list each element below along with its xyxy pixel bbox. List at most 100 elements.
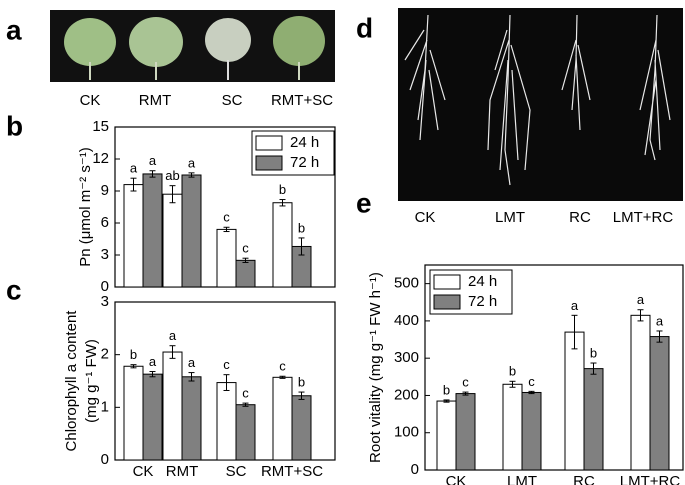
error-bar (188, 372, 195, 382)
photo-label: LMT (495, 209, 525, 226)
bar (162, 351, 183, 461)
y-tick-label: 500 (394, 275, 419, 292)
photo-label: SC (222, 92, 243, 109)
panel-label: c (6, 274, 22, 305)
y-tick-label: 1 (101, 398, 109, 415)
y-tick-label: 9 (101, 182, 109, 199)
error-bar (242, 402, 249, 407)
y-axis-label: Pn (μmol m⁻² s⁻¹) (77, 147, 94, 266)
significance-letter: a (130, 161, 138, 176)
bar (521, 391, 542, 471)
y-axis-label: (mg g⁻¹ FW) (83, 339, 100, 423)
panel-label: e (356, 187, 372, 218)
bar (630, 314, 651, 471)
error-bar (298, 391, 305, 400)
significance-letter: ab (165, 168, 179, 183)
leaf-photo (50, 10, 335, 82)
significance-letter: a (656, 313, 664, 328)
significance-letter: b (298, 220, 305, 235)
y-tick-label: 6 (101, 214, 109, 231)
y-tick-label: 200 (394, 386, 419, 403)
significance-letter: c (242, 241, 249, 256)
x-tick-label: LMT+RC (620, 473, 681, 485)
legend-swatch (255, 135, 283, 151)
error-bar (656, 330, 663, 343)
significance-letter: c (223, 210, 230, 225)
significance-letter: c (462, 375, 469, 390)
panel-label: a (6, 14, 22, 45)
legend-swatch (433, 274, 461, 290)
x-tick-label: CK (446, 473, 467, 485)
bar (235, 404, 256, 461)
bar (583, 368, 604, 471)
bar (436, 400, 457, 471)
significance-letter: c (223, 357, 230, 372)
y-tick-label: 3 (101, 293, 109, 310)
bar (123, 365, 144, 461)
y-axis-label: Root vitality (mg g⁻¹ FW h⁻¹) (367, 272, 384, 463)
significance-letter: a (637, 292, 645, 307)
significance-letter: b (509, 364, 516, 379)
significance-letter: a (188, 155, 196, 170)
significance-letter: a (149, 153, 157, 168)
bar (123, 184, 144, 288)
legend-swatch (433, 294, 461, 310)
bar (272, 376, 293, 461)
significance-letter: c (242, 386, 249, 401)
bar (649, 336, 670, 471)
plot-frame (424, 264, 684, 471)
photo-label: CK (415, 209, 436, 226)
y-tick-label: 100 (394, 424, 419, 441)
significance-letter: c (528, 374, 535, 389)
legend-label: 72 h (468, 293, 497, 310)
bar (564, 331, 585, 471)
error-bar (528, 390, 535, 395)
photo-label: CK (80, 92, 101, 109)
y-tick-label: 15 (92, 118, 109, 135)
error-bar (130, 364, 137, 369)
bar (502, 383, 523, 471)
legend-label: 72 h (290, 154, 319, 171)
bar (142, 173, 163, 288)
significance-letter: b (130, 347, 137, 362)
error-bar (169, 185, 176, 204)
photo-label: RMT (139, 92, 172, 109)
legend-label: 24 h (290, 134, 319, 151)
error-bar (223, 226, 230, 233)
x-tick-label: RC (573, 473, 595, 485)
legend-label: 24 h (468, 273, 497, 290)
bar (216, 228, 237, 288)
error-bar (242, 257, 249, 263)
x-tick-label: CK (133, 463, 154, 480)
error-bar (188, 172, 195, 178)
bar (162, 193, 183, 288)
error-bar (279, 199, 286, 207)
x-tick-label: SC (226, 463, 247, 480)
bar (235, 259, 256, 288)
photo-label: LMT+RC (613, 209, 674, 226)
error-bar (130, 177, 137, 192)
y-tick-label: 0 (101, 451, 109, 468)
significance-letter: a (571, 298, 579, 313)
significance-letter: b (590, 345, 597, 360)
photo-label: RMT+SC (271, 92, 333, 109)
x-tick-label: RMT (166, 463, 199, 480)
y-tick-label: 300 (394, 349, 419, 366)
error-bar (149, 170, 156, 178)
significance-letter: b (279, 182, 286, 197)
error-bar (462, 391, 469, 396)
y-tick-label: 400 (394, 312, 419, 329)
error-bar (509, 380, 516, 388)
y-tick-label: 0 (411, 461, 419, 478)
significance-letter: a (149, 354, 157, 369)
y-axis-label: Chlorophyll a content (63, 310, 80, 452)
panel-label: b (6, 110, 23, 141)
photo-label: RC (569, 209, 591, 226)
root-photo (398, 8, 683, 201)
bar (455, 393, 476, 471)
significance-letter: a (169, 328, 177, 343)
y-tick-label: 3 (101, 246, 109, 263)
error-bar (169, 345, 176, 359)
bar (291, 395, 312, 461)
